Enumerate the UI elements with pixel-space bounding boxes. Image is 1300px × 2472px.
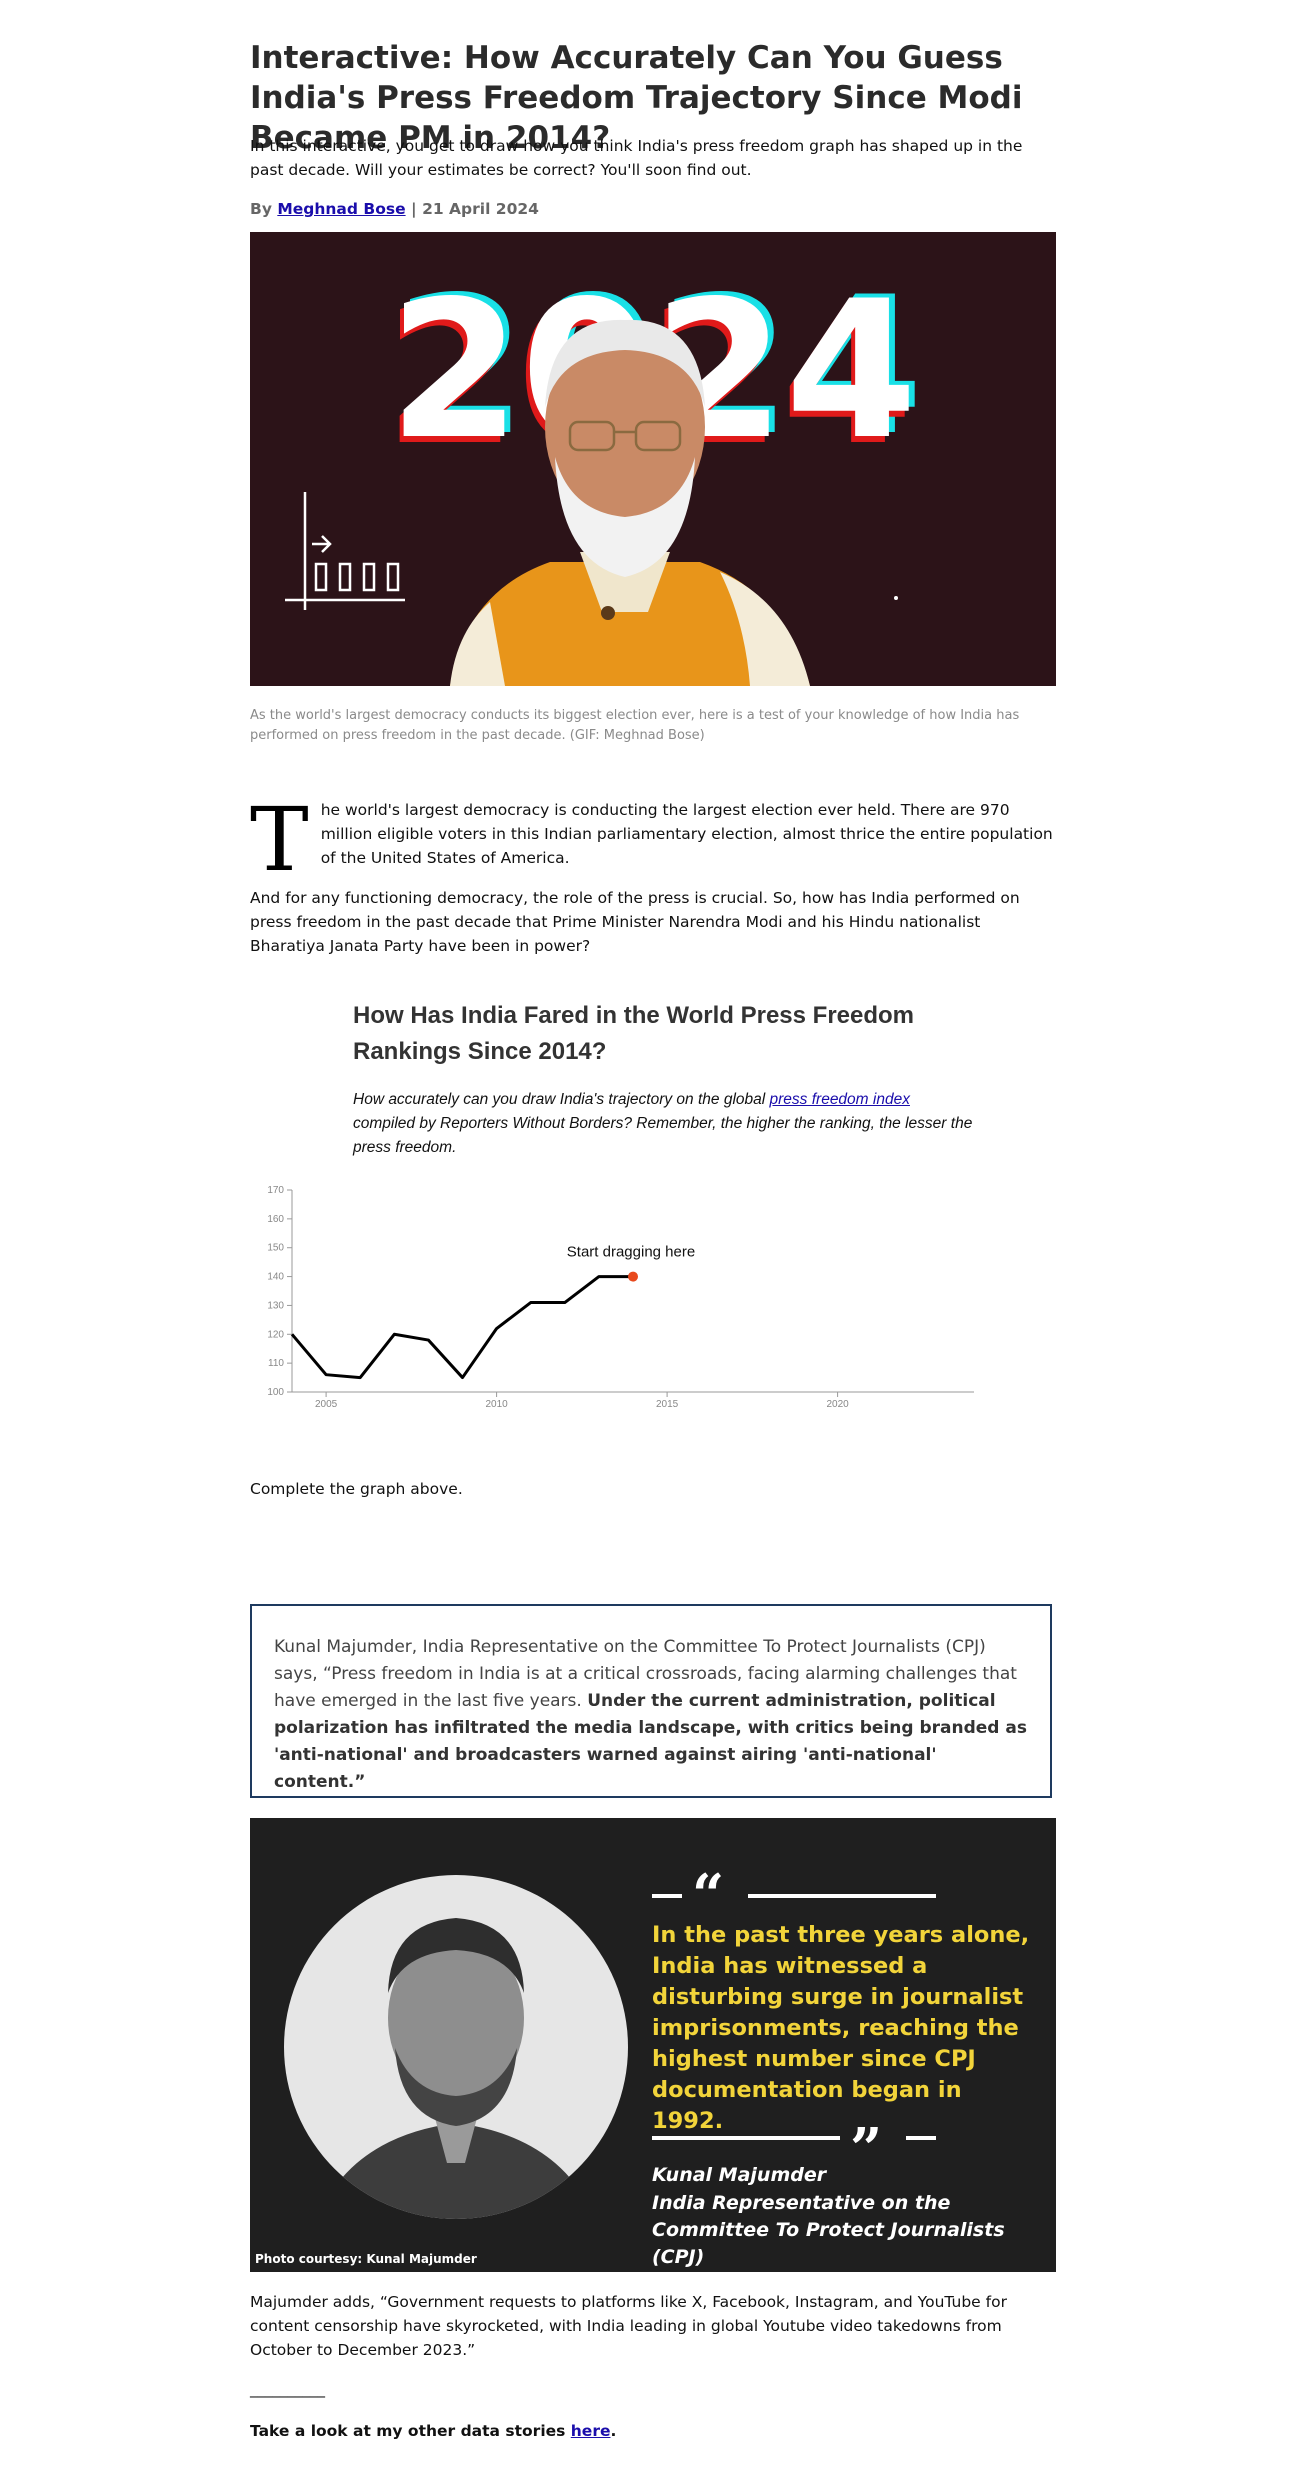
- other-stories-line: Take a look at my other data stories her…: [250, 2422, 616, 2440]
- pull-quote-text: In the past three years alone, India has…: [652, 1922, 1030, 2134]
- portrait-illustration: [450, 319, 810, 686]
- closing-paragraph: Majumder adds, “Government requests to p…: [250, 2293, 1007, 2359]
- intro-paragraph-text: he world's largest democracy is conducti…: [320, 801, 1053, 867]
- quote-attribution-name: Kunal Majumder: [652, 2164, 827, 2186]
- chart-title: How Has India Fared in the World Press F…: [353, 1002, 915, 1065]
- kunal-majumder-photo: [284, 1875, 628, 2219]
- other-stories-text: Take a look at my other data stories: [250, 2422, 571, 2440]
- cpj-quote-box: Kunal Majumder, India Representative on …: [250, 1604, 1052, 1798]
- section-divider: __________: [250, 2380, 325, 2398]
- y-tick-label: 110: [268, 1358, 284, 1369]
- other-stories-link[interactable]: here: [570, 2422, 611, 2440]
- byline-separator: |: [405, 200, 423, 218]
- complete-instruction: Complete the graph above.: [250, 1480, 463, 1498]
- chart-subtitle-end: compiled by Reporters Without Borders? R…: [353, 1115, 973, 1156]
- x-tick-label: 2015: [656, 1399, 679, 1410]
- hero-caption: As the world's largest democracy conduct…: [250, 708, 1020, 743]
- drag-handle[interactable]: [628, 1271, 638, 1282]
- y-tick-label: 150: [267, 1243, 284, 1254]
- quote-attribution-role: India Representative on the Committee To…: [652, 2192, 1005, 2268]
- y-tick-label: 100: [267, 1387, 284, 1398]
- svg-text:”: ”: [850, 2116, 882, 2182]
- x-tick-label: 2020: [826, 1399, 849, 1410]
- quote-box-emphasis: Under the current administration, politi…: [274, 1691, 1027, 1792]
- y-tick-label: 120: [267, 1329, 284, 1340]
- y-tick-label: 140: [267, 1272, 284, 1283]
- open-quote-icon: “: [652, 1862, 936, 1928]
- y-tick-label: 170: [267, 1185, 284, 1196]
- quote-panel: “ ” In the past three years alone, India…: [250, 1818, 1056, 2272]
- svg-text:“: “: [692, 1862, 724, 1928]
- ranking-line: [290, 1275, 633, 1380]
- chart-subtitle-start: How accurately can you draw India's traj…: [353, 1091, 770, 1108]
- publish-date: 21 April 2024: [422, 200, 539, 218]
- photo-credit: Photo courtesy: Kunal Majumder: [255, 2252, 477, 2266]
- byline-prefix: By: [250, 200, 278, 218]
- press-freedom-chart[interactable]: 100 110 120 130 140 150 160 170 2005 2010 2015 2020…: [250, 1176, 1020, 1466]
- quote-box-intro: Kunal Majumder, India Representative on …: [274, 1637, 1017, 1711]
- y-tick-label: 160: [267, 1214, 284, 1225]
- press-freedom-index-link[interactable]: press freedom index: [769, 1091, 910, 1108]
- x-tick-label: 2010: [485, 1399, 508, 1410]
- doodle-chart-icon: [285, 492, 405, 610]
- article-title: Interactive: How Accurately Can You Gues…: [250, 40, 1023, 156]
- other-stories-period: .: [610, 2422, 617, 2440]
- author-link[interactable]: Meghnad Bose: [277, 200, 406, 218]
- drag-hint-label: Start dragging here: [567, 1244, 695, 1261]
- byline: By Meghnad Bose | 21 April 2024: [250, 200, 539, 218]
- x-tick-label: 2005: [315, 1399, 338, 1410]
- y-tick-label: 130: [267, 1300, 284, 1311]
- context-paragraph: And for any functioning democracy, the r…: [250, 889, 1020, 955]
- drop-cap: T: [250, 788, 309, 891]
- close-quote-icon: ”: [652, 2116, 936, 2182]
- hero-image: 2024 2024 2024: [250, 232, 1056, 686]
- article-dek: In this interactive, you get to draw how…: [250, 137, 1023, 179]
- chart-subtitle: How accurately can you draw India's traj…: [353, 1088, 973, 1160]
